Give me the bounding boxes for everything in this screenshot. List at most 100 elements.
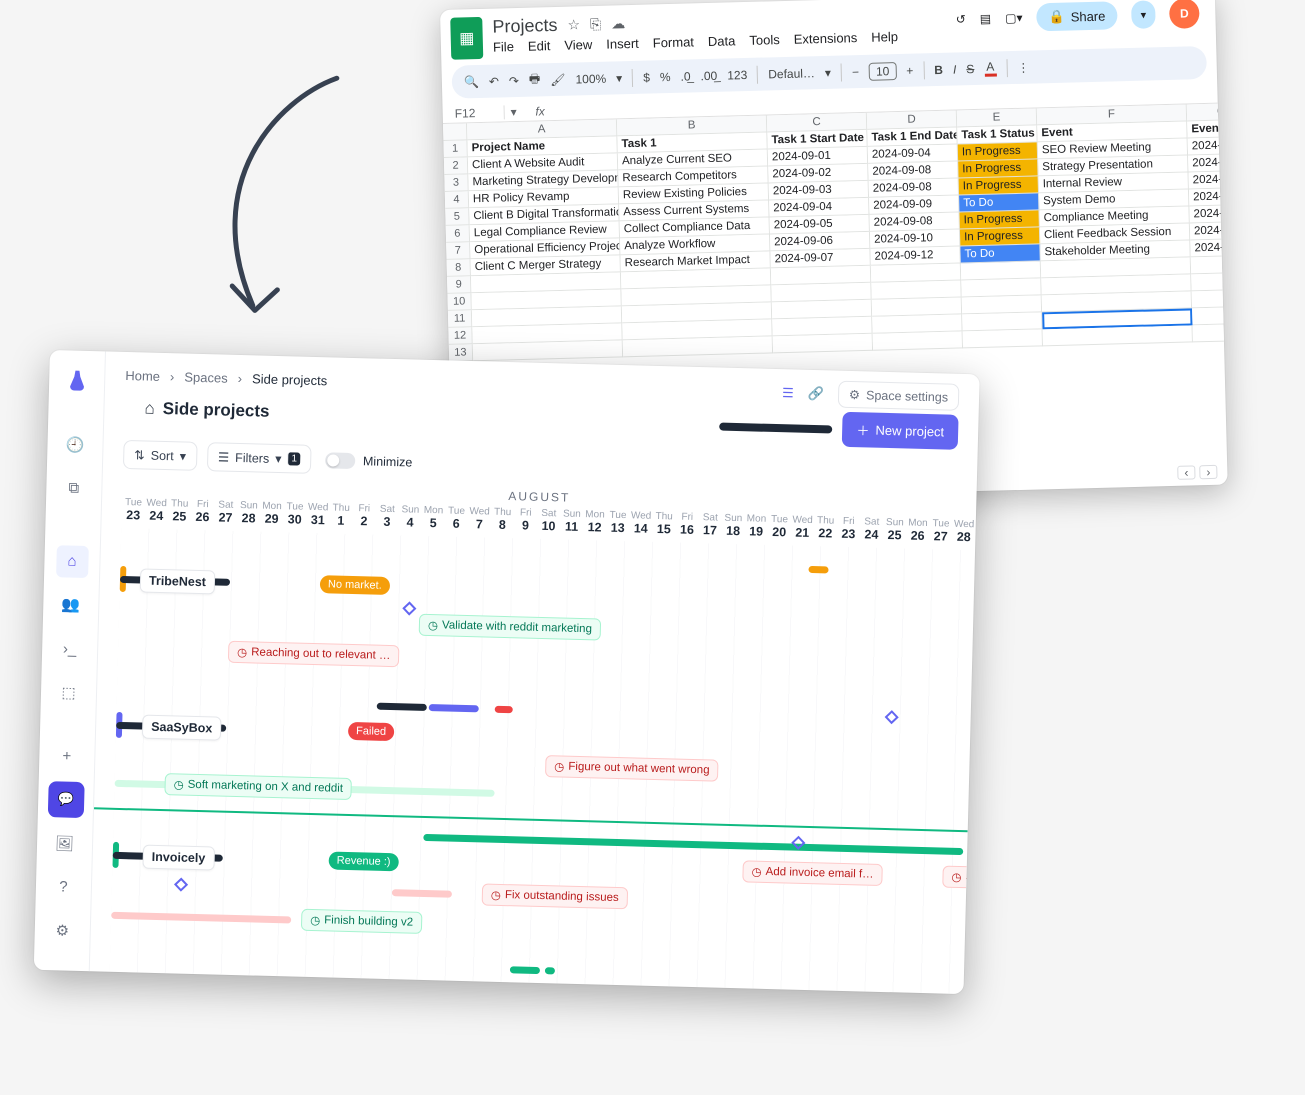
new-project-button[interactable]: ＋ New project [842,412,959,450]
task-figure-out[interactable]: ◷ Figure out what went wrong [545,755,719,782]
search-icon[interactable]: 🔍 [464,75,479,89]
project-saasybox[interactable]: SaaSyBox [142,715,222,741]
timeline-body[interactable]: TribeNest No market. ◷ Validate with red… [90,527,975,994]
font-select[interactable]: Defaul… [768,66,815,81]
text-color-icon[interactable]: A [984,59,996,76]
bold-icon[interactable]: B [934,62,943,76]
copy-icon[interactable]: ⧉ [57,472,90,505]
users-icon[interactable]: 👥 [54,589,87,622]
day-column[interactable]: Sat17 [698,512,722,538]
cloud-icon[interactable]: ☁ [611,15,625,32]
day-column[interactable]: Fri16 [675,511,699,537]
day-column[interactable]: Sat10 [537,508,561,534]
task-add-invoice[interactable]: ◷ Add invoice email f… [742,860,883,886]
undo-icon[interactable]: ↶ [489,74,499,88]
col-header[interactable]: G [1187,103,1228,122]
day-column[interactable]: Tue27 [929,518,953,544]
cell[interactable]: 2024-09- [1189,205,1227,224]
user-avatar[interactable]: D [1169,0,1200,29]
cell-reference[interactable]: F12 [455,105,505,120]
day-column[interactable]: Thu15 [652,511,676,537]
more-icon[interactable]: ⋮ [1017,60,1029,74]
table-header[interactable]: Task 1 Status [957,125,1037,144]
day-column[interactable]: Mon12 [583,509,607,535]
cell[interactable] [1192,290,1228,309]
space-settings-button[interactable]: ⚙ Space settings [838,381,960,411]
day-column[interactable]: Thu22 [814,515,838,541]
tag-no-market[interactable]: No market. [320,575,390,595]
day-column[interactable]: Wed24 [145,498,169,524]
paint-icon[interactable]: 🖌 [550,72,566,86]
history-icon[interactable]: ↺ [956,12,966,26]
day-column[interactable]: Tue23 [122,497,146,523]
menu-tools[interactable]: Tools [749,32,780,48]
menu-data[interactable]: Data [708,33,736,49]
day-column[interactable]: Thu25 [168,498,192,524]
cube-icon[interactable]: ⬚ [52,676,85,709]
font-inc-icon[interactable]: + [906,63,913,77]
task-validate-reddit[interactable]: ◷ Validate with reddit marketing [419,614,602,641]
crumb-current[interactable]: Side projects [252,371,328,388]
crumb-spaces[interactable]: Spaces [184,370,228,386]
day-column[interactable]: Tue30 [283,501,307,527]
day-column[interactable]: Mon26 [906,517,930,543]
cell[interactable]: 2024-09- [1189,188,1228,207]
cell[interactable] [623,336,773,357]
redo-icon[interactable]: ↷ [509,73,519,87]
cell[interactable]: To Do [959,193,1039,212]
dec-inc-icon[interactable]: .00̲ [700,68,717,82]
day-column[interactable]: Mon5 [421,505,445,531]
day-column[interactable]: Sun18 [721,513,745,539]
menu-format[interactable]: Format [653,34,695,50]
cell[interactable]: In Progress [959,210,1039,229]
day-column[interactable]: Sat27 [214,499,238,525]
day-column[interactable]: Fri9 [514,507,538,533]
cell[interactable] [961,261,1041,280]
cell[interactable]: In Progress [959,176,1039,195]
add-icon[interactable]: + [50,740,83,773]
cell[interactable]: 2024-09- [1190,222,1228,241]
cell[interactable] [1043,325,1193,346]
day-column[interactable]: Sat3 [375,504,399,530]
day-column[interactable]: Thu8 [491,507,515,533]
cell[interactable] [962,312,1042,331]
day-column[interactable]: Wed21 [791,514,815,540]
day-column[interactable]: Fri23 [837,516,861,542]
doc-title[interactable]: Projects [492,15,558,38]
cell[interactable]: In Progress [958,142,1038,161]
day-column[interactable]: Fri26 [191,499,215,525]
project-goalloop[interactable]: GoalLoop [141,975,218,995]
day-column[interactable]: Wed28 [952,519,976,545]
minimize-toggle[interactable] [325,452,355,469]
day-column[interactable]: Tue6 [445,505,469,531]
meet-icon[interactable]: ▢▾ [1005,11,1023,25]
day-column[interactable]: Sun25 [883,517,907,543]
day-column[interactable]: Sun4 [398,504,422,530]
day-column[interactable]: Sun28 [237,500,261,526]
cell[interactable] [961,278,1041,297]
link-icon[interactable]: 🔗 [808,385,825,401]
task-finish-v2[interactable]: ◷ Finish building v2 [301,909,422,934]
crumb-home[interactable]: Home [125,368,160,384]
day-column[interactable]: Sat24 [860,516,884,542]
share-dropdown[interactable]: ▾ [1131,0,1156,29]
cell[interactable]: 2024-09- [1189,171,1228,190]
dec-dec-icon[interactable]: .0̲ [680,69,690,83]
task-sales[interactable]: ◷ Sales [942,866,975,890]
terminal-icon[interactable]: ›_ [53,633,86,666]
dropdown-icon[interactable]: ▾ [511,105,517,119]
help-icon[interactable]: ? [47,871,80,904]
cell[interactable] [773,334,873,354]
task-fix-issues[interactable]: ◷ Fix outstanding issues [482,883,628,909]
clock-icon[interactable]: 🕘 [59,428,92,461]
chat-icon[interactable]: 💬 [47,781,84,818]
menu-view[interactable]: View [564,37,592,53]
cell[interactable] [963,329,1043,348]
day-column[interactable]: Thu1 [329,502,353,528]
col-header[interactable]: E [957,108,1037,127]
cell[interactable]: 2024-09- [1188,137,1228,156]
cell[interactable] [962,295,1042,314]
settings-icon[interactable]: ⚙ [46,914,79,947]
move-icon[interactable]: ⎘ [590,16,602,33]
day-column[interactable]: Wed7 [468,506,492,532]
